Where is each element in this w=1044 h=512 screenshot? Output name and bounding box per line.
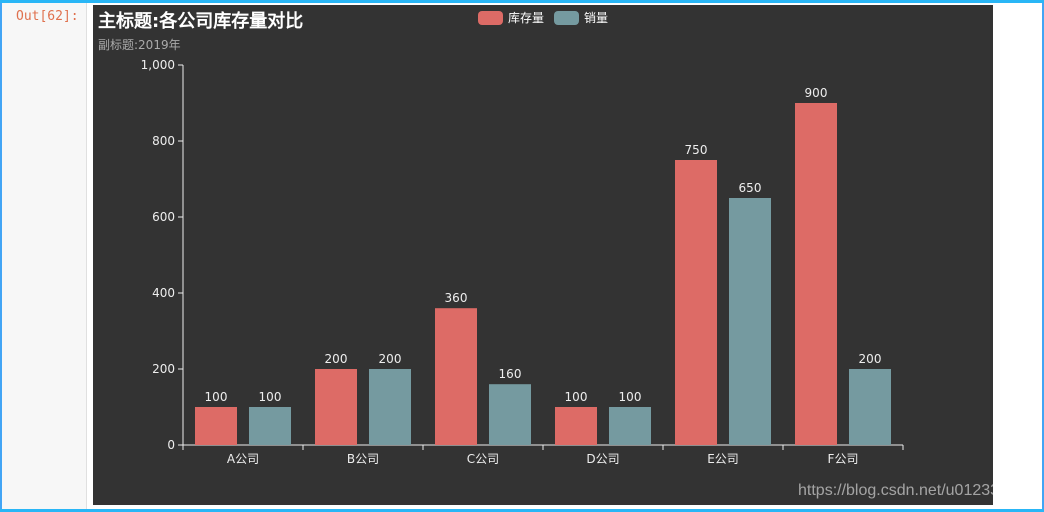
- data-label-series-0: 360: [445, 291, 468, 305]
- chart-subtitle: 副标题:2019年: [98, 38, 181, 52]
- data-label-series-1: 100: [259, 390, 282, 404]
- y-tick-label: 800: [152, 134, 175, 148]
- bar-series-0: [195, 407, 237, 445]
- bar-series-1: [849, 369, 891, 445]
- data-label-series-0: 200: [325, 352, 348, 366]
- data-label-series-1: 100: [619, 390, 642, 404]
- bar-series-1: [369, 369, 411, 445]
- data-label-series-1: 200: [379, 352, 402, 366]
- bar-series-0: [435, 308, 477, 445]
- data-label-series-0: 750: [685, 143, 708, 157]
- bar-series-1: [489, 384, 531, 445]
- watermark-url: https://blog.csdn.net/u012335228: [798, 482, 1035, 499]
- data-label-series-1: 160: [499, 367, 522, 381]
- legend-swatch-series-0: [478, 10, 503, 25]
- data-label-series-0: 100: [205, 390, 228, 404]
- bar-series-0: [675, 160, 717, 445]
- y-tick-label: 600: [152, 210, 175, 224]
- legend-label-series-1: 销量: [584, 11, 609, 25]
- bar-chart-plot: 0 200 400 600 800 1,000 A公司 B公司 C公司 D公司 E公司 F公司 100 1…: [141, 58, 904, 466]
- bar-series-1: [729, 198, 771, 445]
- cell-bottom-border: [0, 509, 1044, 512]
- chart-panel: 主标题:各公司库存量对比 副标题:2019年 库存量 销量 0 200 400 600…: [93, 5, 993, 505]
- x-tick-label: C公司: [467, 452, 499, 466]
- x-tick-label: E公司: [707, 452, 739, 466]
- data-label-series-0: 100: [565, 390, 588, 404]
- data-label-series-0: 900: [805, 86, 828, 100]
- bar-series-0: [315, 369, 357, 445]
- bar-series-0: [795, 103, 837, 445]
- legend-swatch-series-1: [554, 10, 580, 25]
- x-tick-label: B公司: [347, 452, 379, 466]
- out-prompt-label: Out[62]:: [16, 9, 79, 24]
- legend-item-series-1[interactable]: 销量: [554, 9, 608, 26]
- x-tick-label: A公司: [227, 452, 259, 466]
- output-prompt-area: Out[62]:: [2, 3, 87, 509]
- y-tick-label: 400: [152, 286, 175, 300]
- y-tick-label: 200: [152, 362, 175, 376]
- legend-item-series-0[interactable]: 库存量: [478, 9, 544, 26]
- bar-series-0: [555, 407, 597, 445]
- x-tick-label: D公司: [586, 452, 619, 466]
- cell-top-border: [0, 0, 1044, 3]
- x-tick-label: F公司: [828, 452, 859, 466]
- bar-series-1: [609, 407, 651, 445]
- legend-label-series-0: 库存量: [508, 11, 545, 25]
- y-tick-label: 0: [167, 438, 175, 452]
- data-label-series-1: 200: [859, 352, 882, 366]
- chart-legend: 库存量 销量: [478, 9, 608, 26]
- y-tick-label: 1,000: [141, 58, 175, 72]
- bar-series-1: [249, 407, 291, 445]
- chart-title: 主标题:各公司库存量对比: [98, 11, 304, 32]
- data-label-series-1: 650: [739, 181, 762, 195]
